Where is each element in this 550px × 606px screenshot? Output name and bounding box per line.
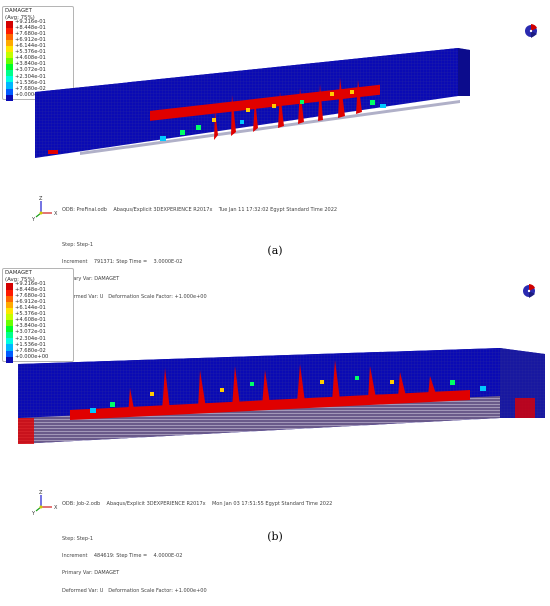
damage-cracks-b: [18, 360, 535, 444]
legend-value: +1.536e-01: [15, 341, 46, 348]
legend-swatch: [6, 338, 13, 345]
legend-value: +3.840e-01: [15, 323, 46, 330]
legend-value: +3.072e-01: [15, 329, 46, 336]
step-line: Step: Step-1: [62, 535, 94, 542]
increment-line: Increment 791371: Step Time = 3.0000E-02: [62, 258, 183, 265]
legend-value: +2.304e-01: [15, 73, 46, 80]
increment-line: Increment 484619: Step Time = 4.0000E-02: [62, 552, 183, 559]
legend-swatch: [6, 320, 13, 327]
triad-x-label: X: [54, 505, 58, 511]
triad-y-label: Y: [32, 217, 36, 222]
legend-swatch: [6, 313, 13, 321]
triad-icon: Z X Y: [32, 490, 58, 516]
legend-swatch: [6, 27, 13, 34]
legend-value: +8.448e-01: [15, 24, 46, 31]
legend-swatch: [6, 70, 13, 77]
legend-value: +6.912e-01: [15, 36, 46, 43]
step-line: Step: Step-1: [62, 241, 94, 248]
legend-swatch: [6, 88, 13, 95]
legend-swatch: [6, 21, 13, 28]
view-orientation-icon[interactable]: [516, 278, 542, 304]
legend-swatch: [6, 64, 13, 71]
legend-subtitle: (Avg: 75%): [5, 277, 35, 284]
primary-var-line: Primary Var: DAMAGET: [62, 570, 120, 577]
legend-swatch: [6, 283, 13, 290]
legend-value: +6.912e-01: [15, 298, 46, 305]
legend-swatch: [6, 82, 13, 89]
legend-value: +9.216e-01: [15, 280, 46, 287]
triad-z-label: Z: [39, 490, 43, 496]
legend-subtitle: (Avg: 75%): [5, 15, 35, 22]
legend-title: DAMAGET: [5, 270, 32, 276]
legend-swatch: [6, 51, 13, 59]
legend-b: DAMAGET (Avg: 75%) +9.216e-01 +8.448e-01 +…: [2, 268, 74, 363]
legend-swatch: [6, 76, 13, 83]
panel-a: DAMAGET (Avg: 75%) +9.216e-01 +8.448e-01 +…: [0, 0, 550, 300]
triad-y-label: Y: [32, 511, 36, 516]
legend-value: +6.144e-01: [15, 43, 46, 49]
legend-swatch: [6, 332, 13, 339]
legend-swatch: [6, 350, 13, 357]
legend-swatch: [6, 94, 13, 101]
legend-swatch: [6, 33, 13, 40]
legend-value: +5.376e-01: [15, 311, 46, 318]
triad-x-label: X: [54, 211, 58, 217]
legend-value: +9.216e-01: [15, 18, 46, 25]
legend-swatch: [6, 301, 13, 309]
legend-value: +7.680e-01: [15, 292, 46, 299]
triad-z-label: Z: [39, 196, 43, 202]
legend-swatch: [6, 326, 13, 333]
legend-value: +7.680e-02: [15, 347, 46, 354]
view-orientation-icon[interactable]: [518, 18, 544, 44]
legend-swatch: [6, 289, 13, 296]
legend-a: DAMAGET (Avg: 75%) +9.216e-01 +8.448e-01 +…: [2, 6, 74, 101]
legend-swatch: [6, 39, 13, 47]
legend-swatch: [6, 45, 13, 53]
legend-swatch: [6, 344, 13, 351]
legend-swatch: [6, 307, 13, 315]
odb-info-b: ODB: Job-2.odb Abaqus/Explicit 3DEXPERIE…: [62, 490, 332, 606]
legend-value: +3.072e-01: [15, 67, 46, 74]
legend-value: +4.608e-01: [15, 317, 46, 324]
legend-swatch: [6, 295, 13, 302]
figure-label-a: (a): [267, 244, 283, 257]
damage-cracks-a: [48, 78, 386, 154]
triad-icon: Z X Y: [32, 196, 58, 222]
figure-label-b: (b): [267, 530, 283, 543]
legend-value: +3.840e-01: [15, 61, 46, 68]
deformed-var-line: Deformed Var: U Deformation Scale Factor…: [62, 587, 207, 594]
odb-line: ODB: Job-2.odb Abaqus/Explicit 3DEXPERIE…: [62, 500, 333, 507]
legend-value: +1.536e-01: [15, 79, 46, 86]
legend-value: +0.000e+00: [15, 353, 49, 360]
legend-value: +8.448e-01: [15, 286, 46, 293]
legend-value: +5.376e-01: [15, 49, 46, 56]
legend-value: +7.680e-01: [15, 30, 46, 37]
legend-swatch: [6, 356, 13, 363]
beam-model-b: [18, 348, 545, 444]
legend-value: +2.304e-01: [15, 335, 46, 342]
deformed-var-line: Deformed Var: U Deformation Scale Factor…: [62, 293, 207, 300]
odb-info-a: ODB: PreFinal.odb Abaqus/Explicit 3DEXPE…: [62, 196, 337, 312]
legend-swatch: [6, 58, 13, 65]
legend-value: +6.144e-01: [15, 305, 46, 311]
beam-model-a: [35, 48, 470, 158]
panel-b: DAMAGET (Avg: 75%) +9.216e-01 +8.448e-01 +…: [0, 268, 550, 594]
legend-value: +0.000e+00: [15, 91, 49, 98]
legend-title: DAMAGET: [5, 8, 32, 14]
legend-value: +7.680e-02: [15, 85, 46, 92]
legend-value: +4.608e-01: [15, 55, 46, 62]
odb-line: ODB: PreFinal.odb Abaqus/Explicit 3DEXPE…: [62, 206, 338, 213]
